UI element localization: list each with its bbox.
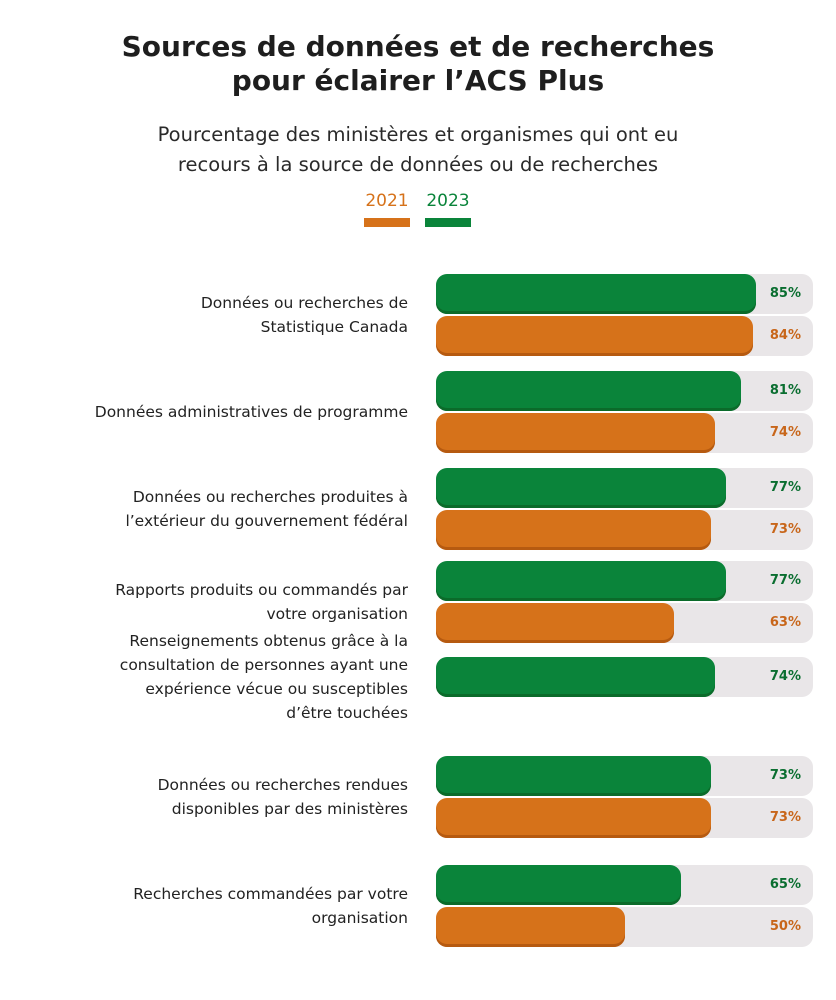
- data-label-2021: 74%: [769, 425, 801, 440]
- category-label-line: votre organisation: [266, 605, 408, 623]
- bar-track: 63%: [436, 603, 813, 643]
- data-label-2023: 77%: [769, 480, 801, 495]
- category-label: Données ou recherches produites à l’extér…: [28, 485, 408, 533]
- bar-track: 85%: [436, 274, 813, 314]
- chart-title-line-2: pour éclairer l’ACS Plus: [231, 64, 605, 97]
- data-label-2021: 63%: [769, 615, 801, 630]
- bar-2021: [436, 798, 712, 838]
- bar-2023: [436, 657, 715, 697]
- bar-track: 77%: [436, 468, 813, 508]
- data-label-2023: 81%: [769, 383, 801, 398]
- data-label-2023: 77%: [769, 573, 801, 588]
- legend-swatch-2023: [425, 218, 471, 227]
- bar-track: 50%: [436, 907, 813, 947]
- data-label-2021: 73%: [769, 810, 801, 825]
- bar-track: 84%: [436, 316, 813, 356]
- data-label-2023: 65%: [769, 877, 801, 892]
- bar-2023: [436, 468, 727, 508]
- category-label-line: d’être touchées: [286, 704, 408, 722]
- data-label-2021: 50%: [769, 919, 801, 934]
- bar-track: 73%: [436, 798, 813, 838]
- chart-title-line-1: Sources de données et de recherches: [121, 30, 715, 63]
- category-label-line: Statistique Canada: [260, 318, 408, 336]
- category-label-line: consultation de personnes ayant une: [119, 656, 408, 674]
- bar-2023: [436, 561, 727, 601]
- category-label: Données ou recherches de Statistique Cana…: [28, 291, 408, 339]
- category-label: Rapports produits ou commandés par votre …: [28, 578, 408, 626]
- legend-swatch-2021: [364, 218, 410, 227]
- data-label-2023: 73%: [769, 768, 801, 783]
- category-label: Données ou recherches rendues disponibles…: [28, 773, 408, 821]
- bar-2023: [436, 274, 757, 314]
- bar-track: 73%: [436, 756, 813, 796]
- category-label-line: disponibles par des ministères: [171, 800, 408, 818]
- category-label-line: Rapports produits ou commandés par: [115, 581, 408, 599]
- category-label-line: organisation: [311, 909, 408, 927]
- data-label-2021: 84%: [769, 328, 801, 343]
- bar-2021: [436, 316, 753, 356]
- legend-label-2023: 2023: [426, 191, 470, 211]
- legend-item-2021: 2021: [362, 190, 412, 227]
- category-label: Renseignements obtenus grâce à la consult…: [28, 629, 408, 725]
- bar-2023: [436, 371, 742, 411]
- category-label-line: Renseignements obtenus grâce à la: [129, 632, 408, 650]
- bar-2021: [436, 510, 712, 550]
- category-label: Recherches commandées par votre organisat…: [28, 882, 408, 930]
- category-label-line: Recherches commandées par votre: [133, 885, 408, 903]
- bar-2021: [436, 603, 674, 643]
- bar-track: 81%: [436, 371, 813, 411]
- bar-track: 73%: [436, 510, 813, 550]
- data-label-2023: 85%: [769, 286, 801, 301]
- data-label-2021: 73%: [769, 522, 801, 537]
- bar-track: 74%: [436, 657, 813, 697]
- chart-subtitle-line-1: Pourcentage des ministères et organismes…: [157, 123, 679, 146]
- legend-item-2023: 2023: [423, 190, 473, 227]
- bar-2023: [436, 865, 682, 905]
- bar-2021: [436, 907, 625, 947]
- chart-title: Sources de données et de recherches pour…: [0, 30, 836, 98]
- bar-track: 74%: [436, 413, 813, 453]
- bar-2023: [436, 756, 712, 796]
- category-label-line: expérience vécue ou susceptibles: [145, 680, 408, 698]
- bar-track: 77%: [436, 561, 813, 601]
- chart-legend: 2021 2023: [0, 190, 836, 230]
- category-label-line: Données administratives de programme: [94, 403, 408, 421]
- legend-label-2021: 2021: [365, 191, 409, 211]
- category-label-line: Données ou recherches rendues: [157, 776, 408, 794]
- category-label: Données administratives de programme: [28, 400, 408, 424]
- category-label-line: l’extérieur du gouvernement fédéral: [125, 512, 408, 530]
- category-label-line: Données ou recherches produites à: [132, 488, 408, 506]
- chart-subtitle: Pourcentage des ministères et organismes…: [0, 120, 836, 180]
- data-label-2023: 74%: [769, 669, 801, 684]
- category-label-line: Données ou recherches de: [200, 294, 408, 312]
- bar-track: 65%: [436, 865, 813, 905]
- bar-2021: [436, 413, 715, 453]
- chart-subtitle-line-2: recours à la source de données ou de rec…: [177, 153, 659, 176]
